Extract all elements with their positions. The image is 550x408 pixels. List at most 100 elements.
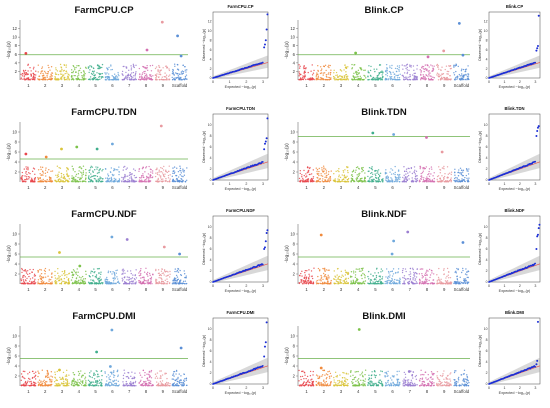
snp-point bbox=[27, 166, 29, 168]
snp-point bbox=[151, 64, 154, 67]
snp-point bbox=[414, 279, 416, 282]
snp-point bbox=[456, 78, 458, 81]
snp-point bbox=[99, 78, 101, 81]
snp-point bbox=[185, 277, 187, 279]
snp-point bbox=[115, 78, 117, 80]
snp-point bbox=[114, 276, 116, 278]
snp-point bbox=[303, 283, 305, 285]
snp-point bbox=[134, 181, 136, 183]
snp-point bbox=[461, 174, 464, 177]
snp-point bbox=[71, 71, 73, 74]
snp-point bbox=[93, 169, 96, 171]
snp-point bbox=[414, 278, 417, 280]
snp-point bbox=[299, 78, 301, 81]
snp-point bbox=[356, 279, 358, 281]
snp-point bbox=[374, 272, 376, 274]
snp-point bbox=[455, 70, 457, 73]
snp-point bbox=[92, 275, 94, 277]
snp-point bbox=[130, 67, 133, 69]
snp-point bbox=[145, 280, 147, 282]
snp-point bbox=[138, 170, 140, 173]
snp-point bbox=[377, 173, 380, 176]
snp-point bbox=[115, 77, 117, 79]
snp-point bbox=[80, 277, 82, 279]
snp-point bbox=[132, 280, 135, 282]
snp-point bbox=[444, 173, 446, 175]
qq-title: FarmCPU.CP bbox=[227, 4, 253, 9]
snp-point bbox=[48, 66, 50, 69]
snp-point bbox=[97, 282, 99, 285]
snp-point bbox=[31, 283, 33, 285]
snp-point bbox=[425, 179, 428, 181]
snp-point bbox=[391, 181, 394, 183]
chromosome-Scaffold-points bbox=[453, 167, 470, 183]
snp-point bbox=[70, 78, 73, 81]
snp-point bbox=[393, 280, 395, 283]
snp-point bbox=[430, 269, 433, 272]
snp-point bbox=[126, 175, 129, 177]
snp-point bbox=[44, 180, 46, 182]
snp-point bbox=[111, 68, 114, 71]
snp-point bbox=[29, 272, 31, 275]
snp-point bbox=[150, 280, 152, 283]
snp-point bbox=[454, 174, 456, 176]
y-tick-label: 10 bbox=[290, 232, 295, 237]
snp-point bbox=[112, 78, 115, 81]
snp-point bbox=[322, 267, 324, 270]
snp-point bbox=[181, 282, 183, 285]
snp-point bbox=[50, 181, 53, 183]
snp-point bbox=[85, 172, 87, 174]
snp-point bbox=[174, 279, 176, 281]
snp-point bbox=[420, 77, 422, 80]
snp-point bbox=[445, 65, 448, 67]
snp-point bbox=[302, 281, 304, 283]
snp-point bbox=[347, 282, 349, 284]
snp-point bbox=[416, 282, 418, 284]
snp-point bbox=[457, 65, 459, 68]
snp-point bbox=[113, 283, 115, 285]
chromosome-7-points bbox=[121, 268, 138, 285]
snp-point bbox=[76, 65, 78, 67]
snp-point bbox=[68, 74, 70, 76]
snp-point bbox=[125, 71, 127, 74]
snp-point bbox=[306, 78, 309, 80]
snp-point bbox=[375, 78, 377, 81]
snp-point bbox=[372, 274, 374, 277]
snp-point bbox=[39, 177, 41, 180]
snp-point bbox=[364, 69, 366, 71]
snp-point bbox=[454, 77, 457, 79]
snp-point bbox=[342, 78, 345, 81]
snp-point bbox=[462, 74, 465, 77]
snp-point bbox=[416, 78, 418, 81]
snp-point bbox=[142, 276, 144, 278]
qq-y-tick-label: 0 bbox=[486, 178, 488, 182]
snp-point bbox=[449, 178, 452, 181]
snp-point bbox=[176, 281, 178, 283]
snp-point bbox=[405, 65, 407, 67]
snp-point bbox=[70, 180, 73, 182]
snp-point bbox=[325, 170, 328, 172]
snp-point bbox=[101, 72, 104, 75]
snp-point bbox=[144, 171, 146, 173]
snp-point bbox=[180, 279, 182, 281]
snp-point bbox=[377, 76, 379, 79]
snp-point bbox=[21, 178, 24, 181]
manhattan-title: FarmCPU.CP bbox=[74, 5, 134, 16]
snp-point bbox=[386, 67, 388, 69]
snp-point bbox=[78, 65, 80, 67]
snp-point bbox=[397, 176, 400, 179]
snp-point bbox=[430, 180, 432, 183]
snp-point bbox=[298, 282, 301, 285]
snp-point bbox=[437, 79, 440, 81]
snp-point bbox=[166, 278, 168, 280]
chromosome-6-points bbox=[104, 269, 121, 285]
snp-point bbox=[319, 77, 322, 79]
snp-point bbox=[23, 168, 25, 170]
snp-point bbox=[180, 282, 182, 284]
snp-point bbox=[76, 75, 79, 77]
snp-point bbox=[347, 179, 349, 181]
snp-point bbox=[422, 167, 424, 169]
snp-point bbox=[439, 281, 441, 283]
